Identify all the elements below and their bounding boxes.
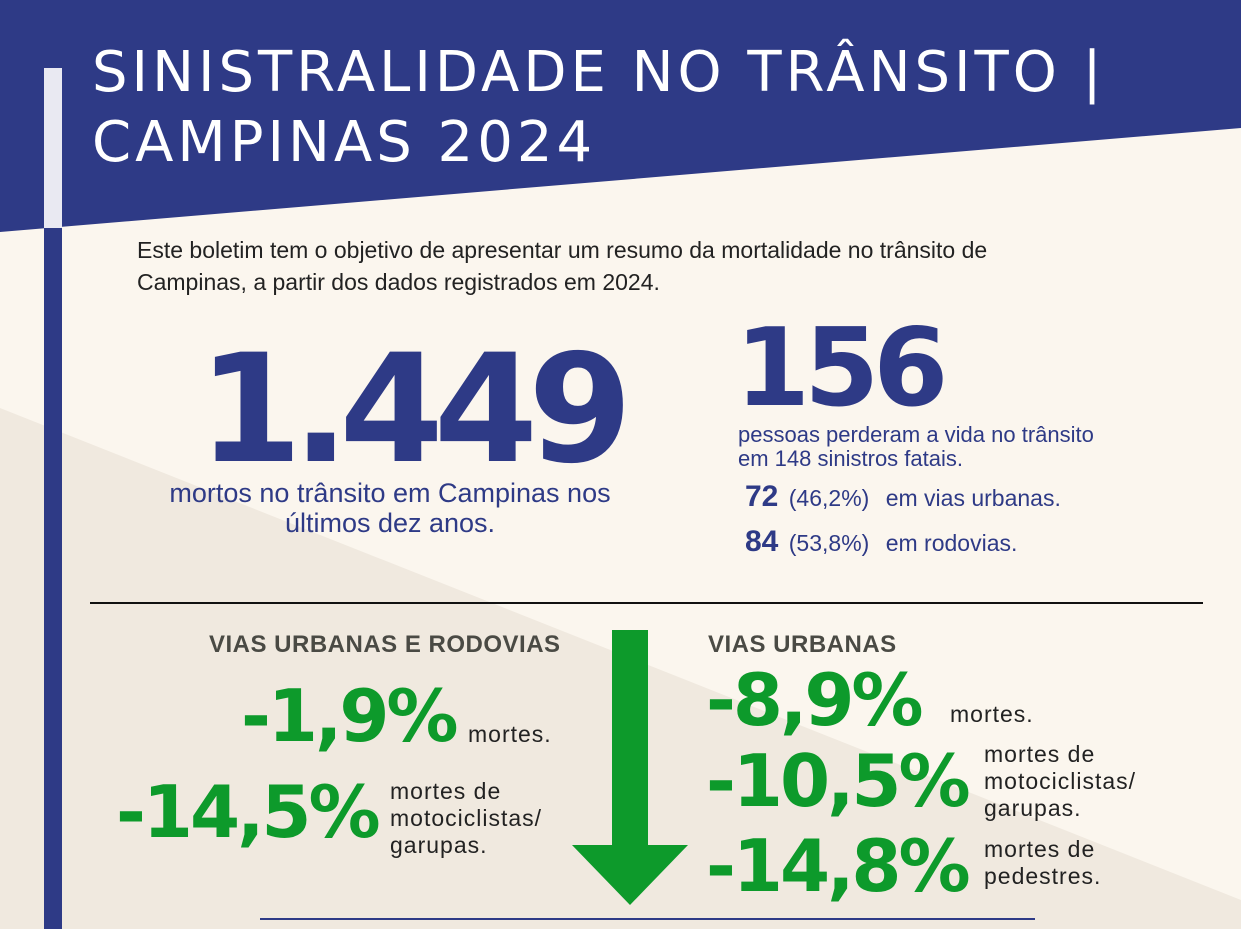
bottom-rule bbox=[260, 918, 1035, 920]
urban-deaths-pct: (46,2%) bbox=[788, 485, 870, 511]
header-banner bbox=[0, 0, 1241, 232]
urban-deaths-label: em vias urbanas. bbox=[885, 485, 1061, 511]
highway-deaths-count: 84 bbox=[745, 525, 779, 558]
deaths-2024-caption: pessoas perderam a vida no trânsito em 1… bbox=[738, 422, 1094, 471]
left-section-heading: VIAS URBANAS E RODOVIAS bbox=[209, 631, 561, 658]
left-accent-bar bbox=[44, 68, 62, 929]
deaths-2024-value: 156 bbox=[735, 306, 948, 431]
page-title: SINISTRALIDADE NO TRÂNSITO | CAMPINAS 20… bbox=[92, 38, 1105, 178]
highway-deaths-stat: 84 (53,8%) em rodovias. bbox=[745, 527, 1017, 558]
down-arrow-icon bbox=[572, 630, 688, 905]
left-accent-bar-highlight bbox=[44, 68, 62, 228]
urban-deaths-stat: 72 (46,2%) em vias urbanas. bbox=[745, 482, 1061, 513]
right-item-3-value: -14,8% bbox=[706, 824, 971, 908]
highway-deaths-pct: (53,8%) bbox=[788, 530, 870, 556]
right-item-3-label: mortes de pedestres. bbox=[984, 836, 1102, 889]
right-item-2-label: mortes de motociclistas/ garupas. bbox=[984, 741, 1137, 821]
right-item-1-value: -8,9% bbox=[706, 658, 924, 742]
highway-deaths-label: em rodovias. bbox=[885, 530, 1018, 556]
right-item-2-value: -10,5% bbox=[706, 739, 971, 823]
ten-year-deaths-value: 1.449 bbox=[198, 323, 632, 497]
left-item-2-value: -14,5% bbox=[116, 770, 381, 854]
title-line-2: CAMPINAS 2024 bbox=[92, 110, 597, 175]
left-item-1-label: mortes. bbox=[468, 721, 552, 747]
right-item-1-label: mortes. bbox=[950, 701, 1034, 727]
left-item-2-label: mortes de motociclistas/ garupas. bbox=[390, 778, 543, 858]
urban-deaths-count: 72 bbox=[745, 480, 779, 513]
ten-year-deaths-caption: mortos no trânsito em Campinas nos últim… bbox=[169, 478, 611, 538]
section-divider bbox=[90, 602, 1203, 604]
intro-text: Este boletim tem o objetivo de apresenta… bbox=[137, 237, 988, 295]
left-item-1-value: -1,9% bbox=[241, 674, 459, 758]
title-line-1: SINISTRALIDADE NO TRÂNSITO | bbox=[92, 40, 1106, 105]
right-section-heading: VIAS URBANAS bbox=[708, 631, 897, 658]
